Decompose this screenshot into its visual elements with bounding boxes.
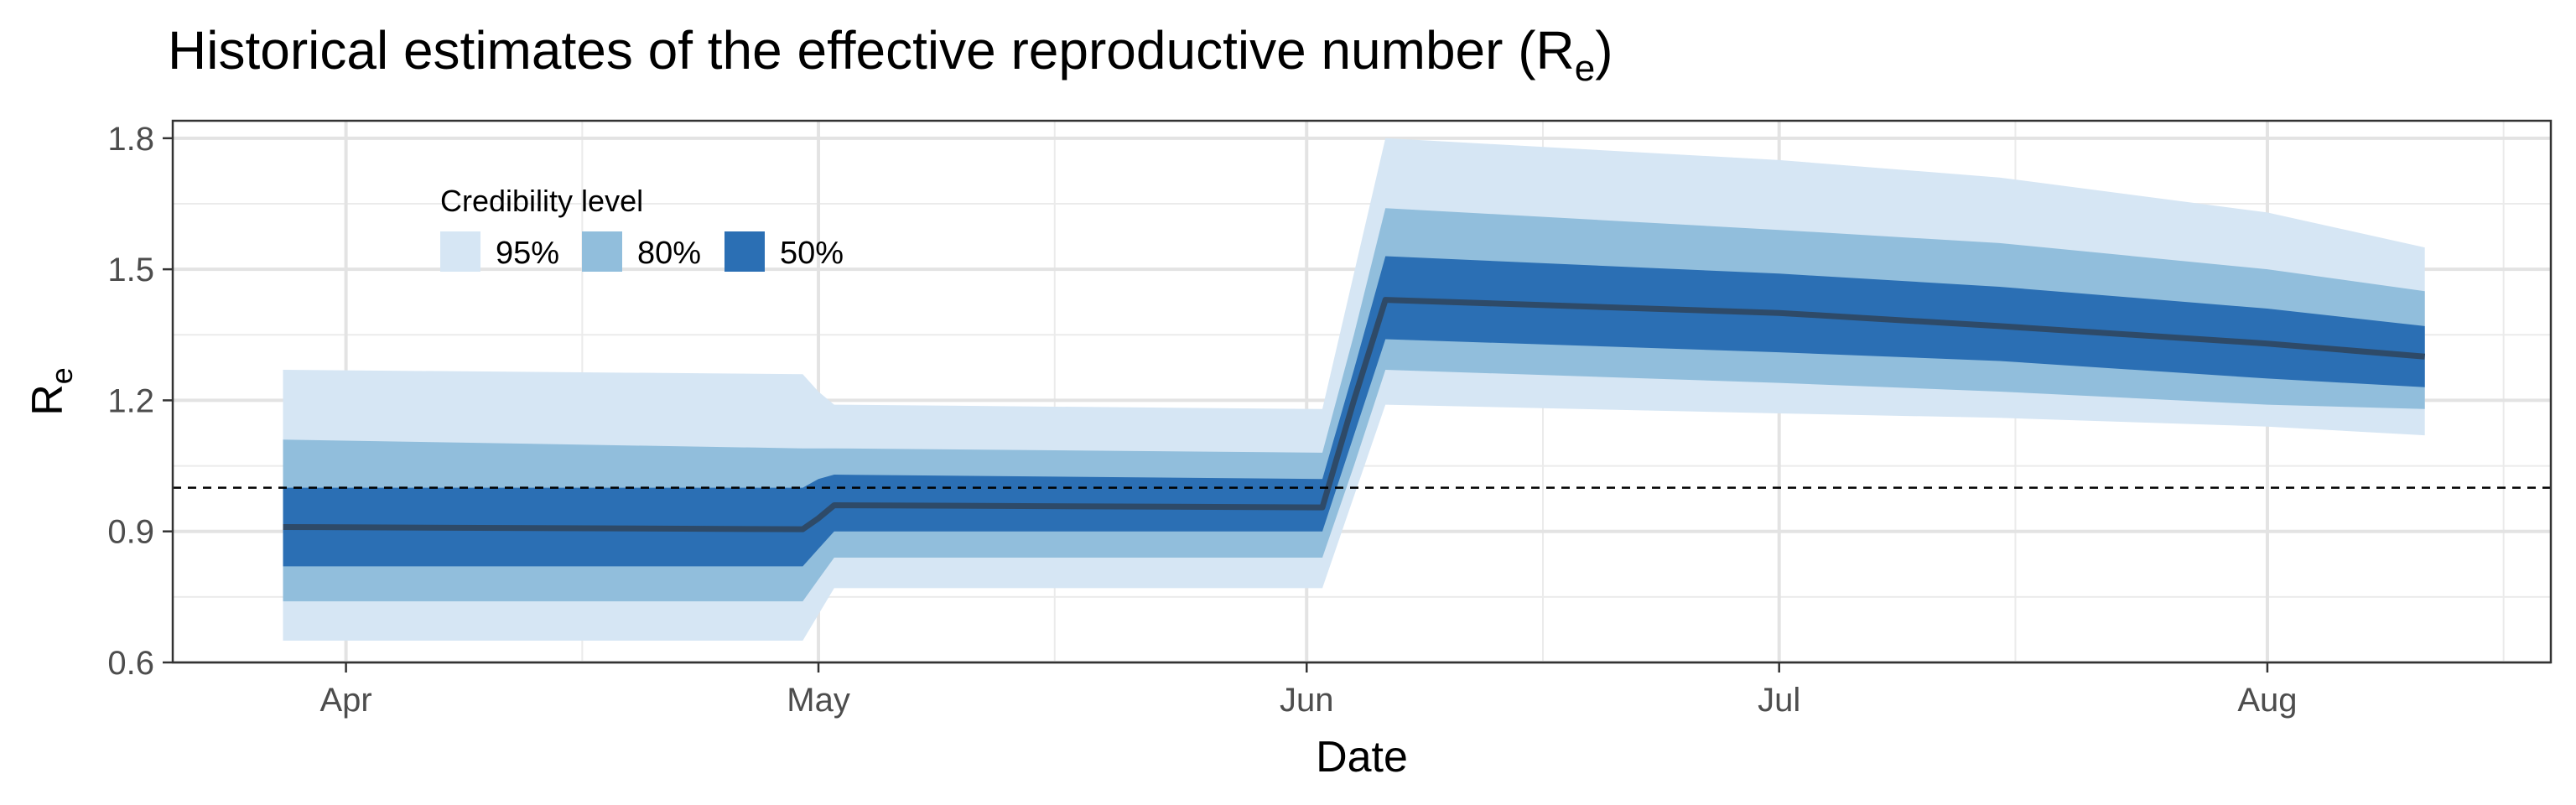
x-axis: Apr May Jun Jul Aug [319, 662, 2298, 719]
plot-border [171, 119, 2553, 664]
x-tick-label: Jul [1758, 682, 1800, 719]
median-line [283, 297, 2425, 532]
legend-label-95: 95% [496, 236, 559, 271]
x-tick-label: May [787, 682, 850, 719]
chart-title: Historical estimates of the effective re… [168, 20, 1613, 89]
chart-title-suffix: ) [1595, 20, 1613, 80]
x-tick-label: Aug [2237, 682, 2297, 719]
legend-label-50: 50% [780, 236, 844, 271]
y-tick-label: 1.2 [107, 382, 154, 419]
legend-swatch-80 [582, 231, 622, 272]
y-tick-label: 0.6 [107, 645, 154, 682]
chart-title-main: Historical estimates of the effective re… [168, 20, 1575, 80]
y-tick-label: 1.8 [107, 121, 154, 158]
y-axis-title: Re [23, 367, 79, 416]
y-tick-label: 1.5 [107, 252, 154, 288]
y-axis-title-main: R [23, 384, 72, 416]
legend-title: Credibility level [440, 184, 643, 218]
y-tick-label: 0.9 [107, 514, 154, 551]
x-axis-title: Date [1316, 733, 1408, 782]
legend: Credibility level 95% 80% 50% [440, 184, 844, 272]
chart-title-subscript: e [1575, 48, 1595, 89]
x-tick-label: Jun [1280, 682, 1334, 719]
x-tick-label: Apr [319, 682, 371, 719]
band-50 [283, 256, 2425, 567]
legend-swatch-95 [440, 231, 480, 272]
y-axis: 0.6 0.9 1.2 1.5 1.8 [107, 121, 173, 682]
legend-label-80: 80% [637, 236, 701, 271]
y-axis-title-subscript: e [44, 367, 79, 384]
legend-swatch-50 [724, 231, 765, 272]
